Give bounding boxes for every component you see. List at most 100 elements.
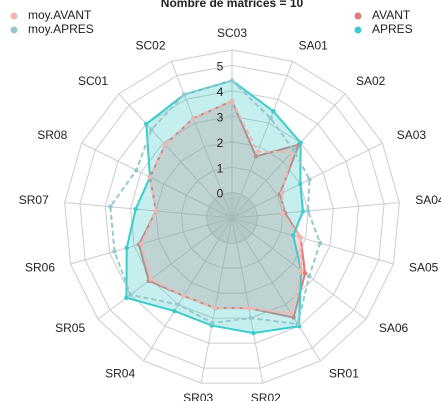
point [288,311,294,316]
point [134,168,139,173]
point [133,206,138,212]
axis-label: SC01 [78,74,108,88]
point [298,235,303,240]
point [291,233,296,238]
point [144,121,149,127]
spoke [64,202,233,219]
point [210,320,215,326]
axis-label: SR08 [37,128,67,142]
spoke [231,217,321,362]
point [176,302,181,307]
grid-ring [130,115,334,319]
point [212,305,218,311]
tick-label: 5 [217,59,224,73]
axis-label: SA04 [415,193,441,207]
tick-label: 4 [217,85,224,99]
axis-label: SR06 [25,261,55,275]
tick-label: 0 [217,187,224,201]
point [298,140,303,145]
point [302,271,308,276]
spoke [231,217,367,320]
point [298,181,303,187]
point [248,315,253,321]
point [181,293,186,299]
axis-label: SA03 [397,128,427,142]
point [181,92,187,97]
spoke [143,217,233,362]
axis-label: SA06 [379,321,409,335]
point [112,249,117,254]
point [255,149,260,154]
axis-label: SA01 [298,39,328,53]
point [148,277,153,282]
spoke [231,61,294,219]
point [139,241,144,246]
legend-label: moy.APRES [28,22,94,36]
series-area [109,79,322,326]
point [268,116,273,121]
legend-dot [354,26,362,34]
axis-label: SR02 [251,391,281,401]
spoke [170,61,233,219]
point [291,315,296,320]
spoke [231,217,264,384]
axis-label: SR07 [19,193,49,207]
point [128,292,133,297]
point [251,330,256,336]
spoke [231,93,346,219]
point [153,208,159,214]
point [317,240,323,246]
spoke [81,142,233,219]
point [172,308,177,314]
point [191,116,196,121]
legend-dot [10,12,18,20]
axis-label: SC03 [217,26,247,40]
spoke [97,217,233,320]
grid-ring [79,64,385,369]
point [124,295,129,300]
point [147,174,153,180]
spoke [231,202,400,219]
point [246,305,252,311]
legend-label: moy.AVANT [28,8,92,22]
spoke [231,217,394,265]
legend-label: AVANT [372,8,411,22]
tick-label: 3 [217,110,224,124]
point [229,98,235,104]
point [279,190,285,196]
point [229,78,235,83]
point [307,177,312,182]
chart-title: Nombre de matrices = 10 [161,0,304,10]
point [280,211,285,216]
point [305,208,311,214]
spoke [200,217,233,384]
grid-ring [155,141,309,294]
point [306,274,312,279]
axis-label: SA02 [356,74,386,88]
tick-label: 2 [217,136,224,150]
axis-label: SR04 [105,367,135,381]
spoke [118,93,233,219]
legend-label: APRES [372,22,413,36]
point [162,142,168,147]
point [291,148,296,153]
point [295,321,300,327]
spoke [231,142,383,219]
axis-label: SR01 [329,367,359,381]
series-area [140,99,303,315]
tick-label: 1 [217,161,224,175]
legend-dot [10,26,18,34]
point [124,245,129,251]
spoke [70,217,233,265]
axis-label: SC02 [136,39,166,53]
point [149,127,154,132]
point [300,209,306,214]
series-area [125,79,304,335]
axis-label: SR05 [55,321,85,335]
point [108,204,113,209]
axis-label: SA05 [409,261,439,275]
grid-ring [104,90,360,344]
point [271,108,276,114]
grid-ring [180,166,284,269]
